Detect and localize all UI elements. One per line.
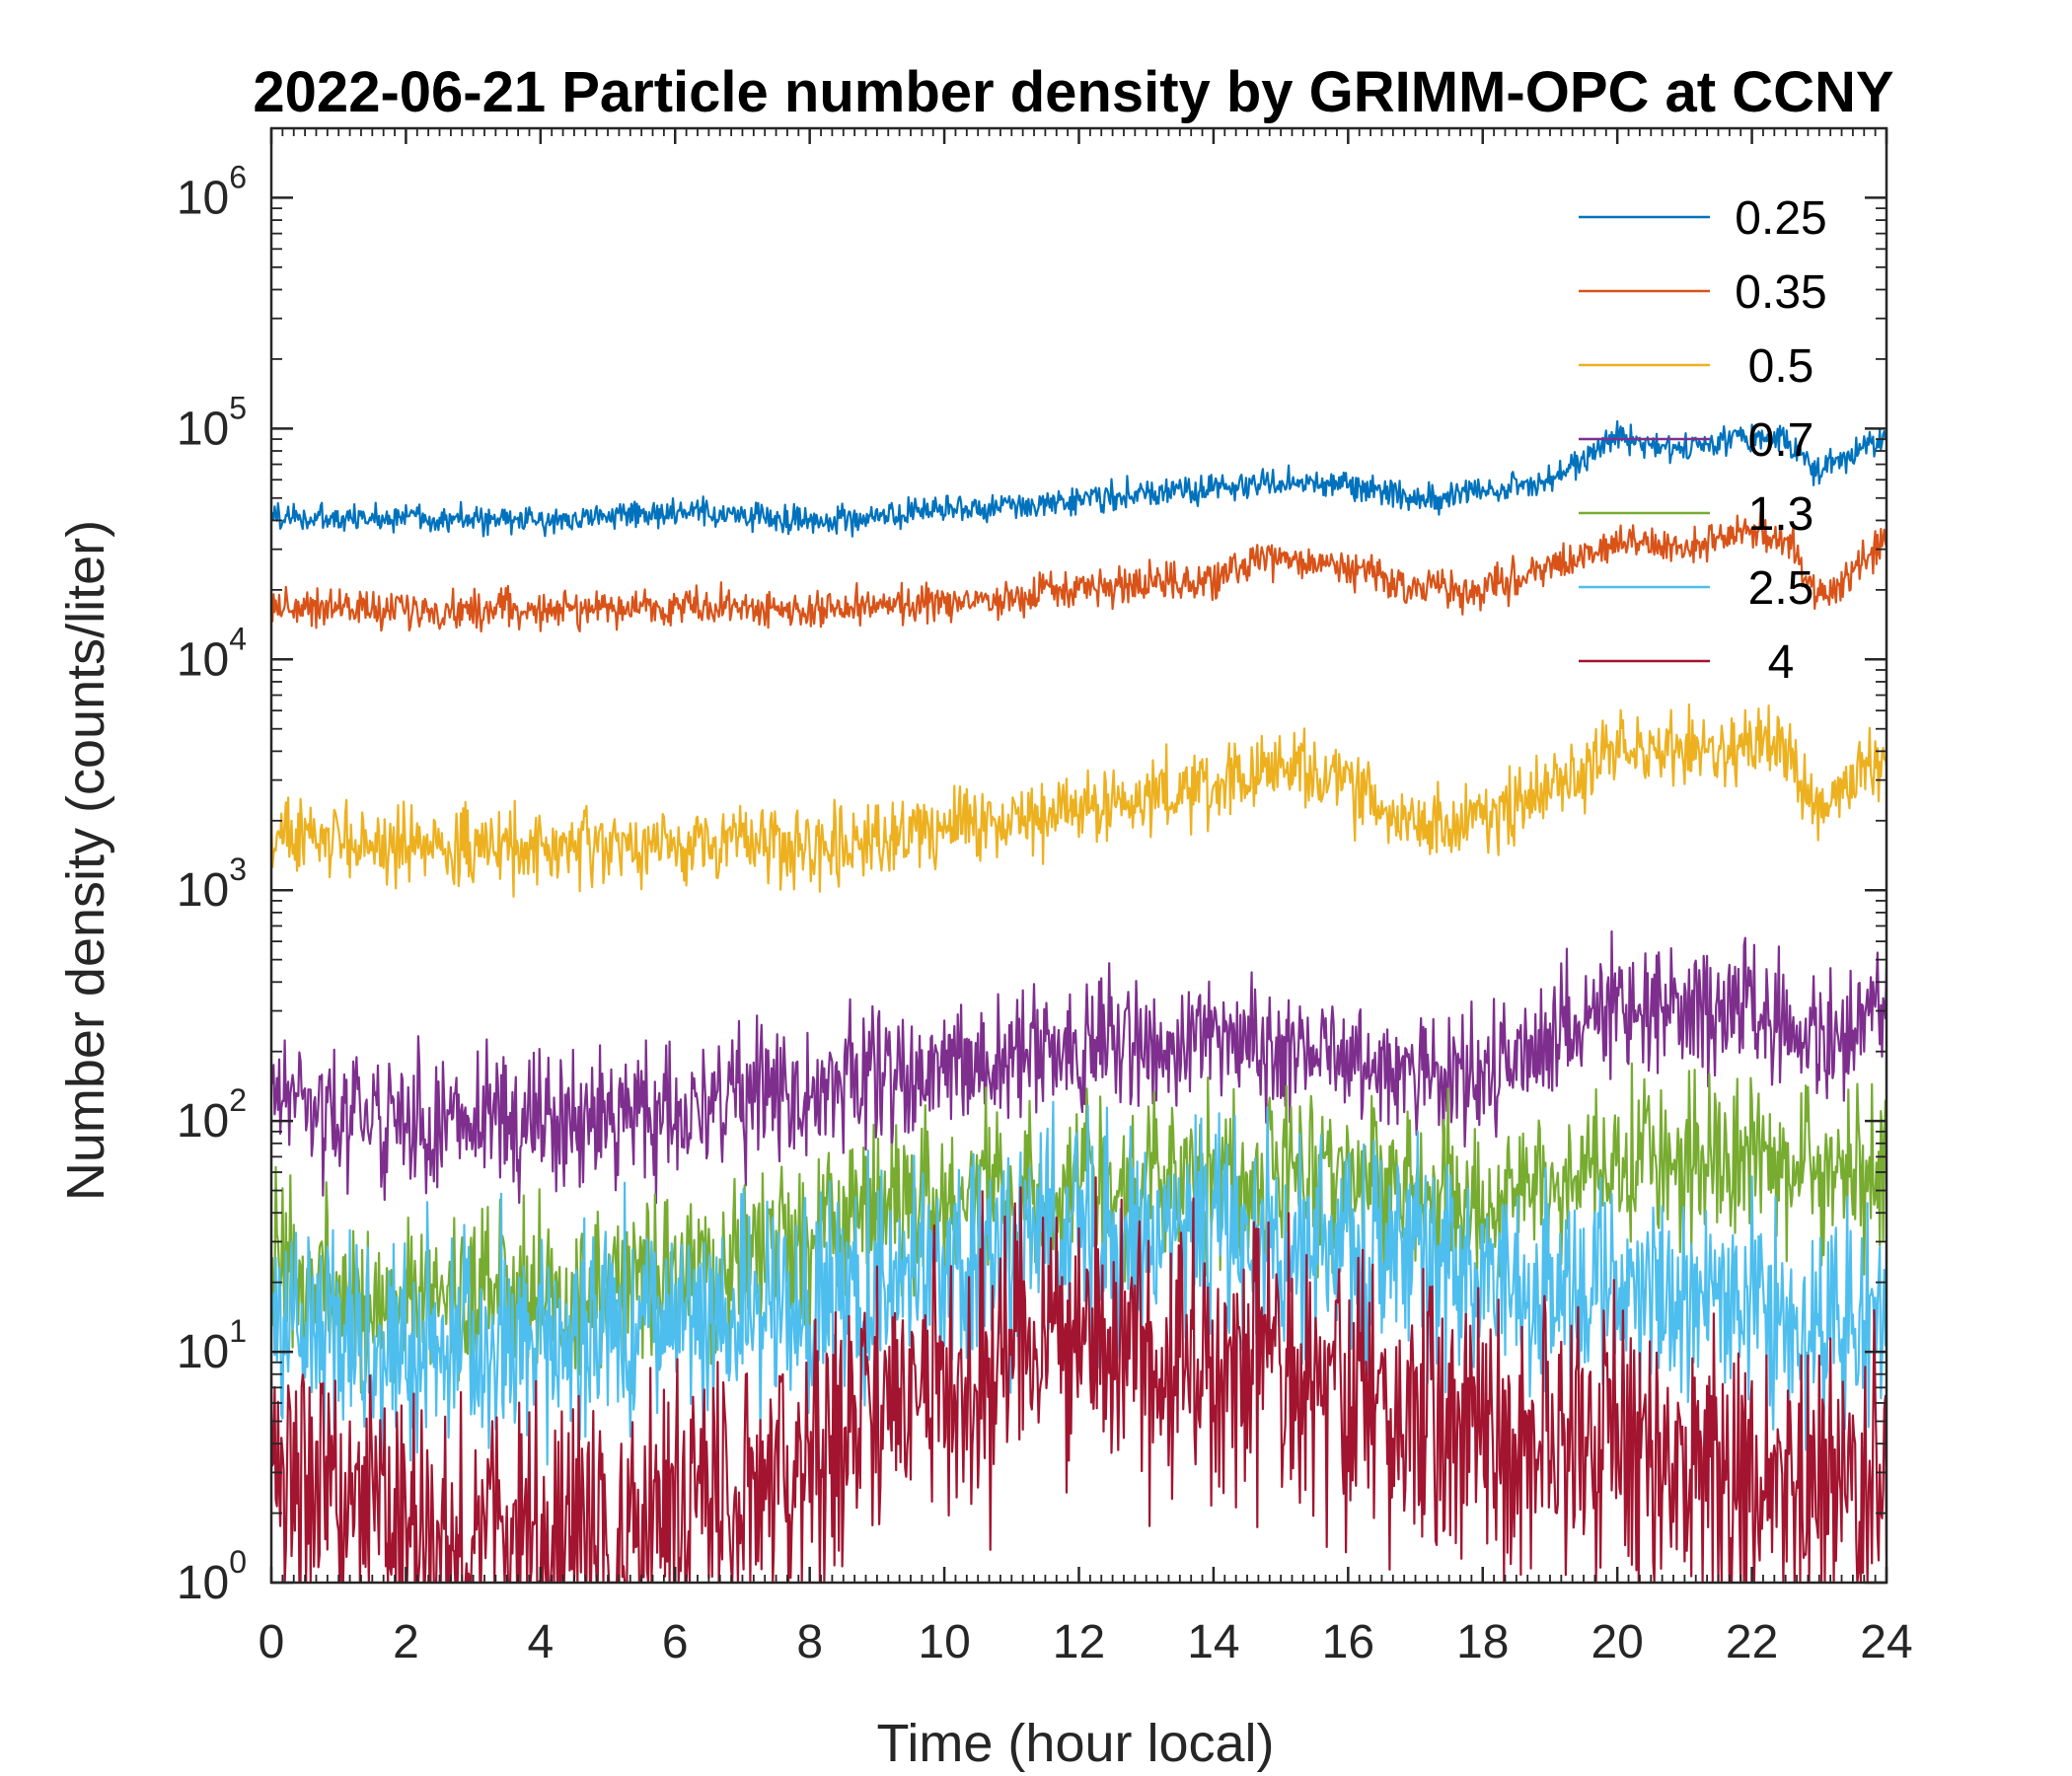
x-tick-label: 0	[259, 1616, 285, 1668]
legend-label: 4	[1768, 636, 1795, 689]
y-axis-label: Number density (counts/liter)	[56, 520, 115, 1201]
legend-label: 0.35	[1735, 266, 1826, 319]
legend-label: 0.5	[1748, 340, 1814, 393]
x-tick-label: 20	[1591, 1616, 1643, 1668]
x-tick-label: 18	[1456, 1616, 1509, 1668]
y-tick-label: 101	[177, 1313, 247, 1378]
legend: 0.25 0.35 0.5 0.7 1.3 2.5 4	[1579, 192, 1827, 689]
axes-layer	[269, 126, 1888, 1585]
y-tick-label: 104	[177, 621, 247, 686]
x-axis-label: Time (hour local)	[876, 1714, 1274, 1773]
x-tick-label: 6	[662, 1616, 689, 1668]
x-tick-label: 16	[1322, 1616, 1374, 1668]
x-tick-label: 4	[527, 1616, 554, 1668]
x-tick-label: 8	[796, 1616, 823, 1668]
series-line-0.35	[271, 506, 1887, 633]
y-tick-label: 105	[177, 390, 247, 455]
tick-labels: 0 2 4 6 8 10 12 14 16 18 20 22 241001011021031041051…	[177, 159, 1913, 1668]
x-tick-label: 2	[393, 1616, 419, 1668]
y-tick-label: 106	[177, 159, 247, 224]
x-tick-label: 14	[1187, 1616, 1239, 1668]
x-tick-label: 22	[1726, 1616, 1778, 1668]
legend-label: 0.25	[1735, 192, 1826, 245]
y-tick-label: 102	[177, 1082, 247, 1147]
x-tick-label: 12	[1053, 1616, 1105, 1668]
series-line-0.25	[271, 419, 1887, 538]
series-layer	[271, 419, 1887, 1583]
x-tick-label: 10	[918, 1616, 970, 1668]
y-tick-label: 100	[177, 1544, 247, 1609]
legend-label: 2.5	[1748, 562, 1814, 615]
legend-label: 0.7	[1748, 414, 1814, 467]
x-tick-label: 24	[1860, 1616, 1912, 1668]
series-line-0.7	[271, 929, 1887, 1205]
series-line-0.5	[271, 703, 1887, 898]
series-line-4	[271, 1176, 1887, 1583]
chart-title: 2022-06-21 Particle number density by GR…	[253, 60, 1893, 124]
legend-label: 1.3	[1748, 488, 1814, 541]
y-tick-label: 103	[177, 851, 247, 917]
